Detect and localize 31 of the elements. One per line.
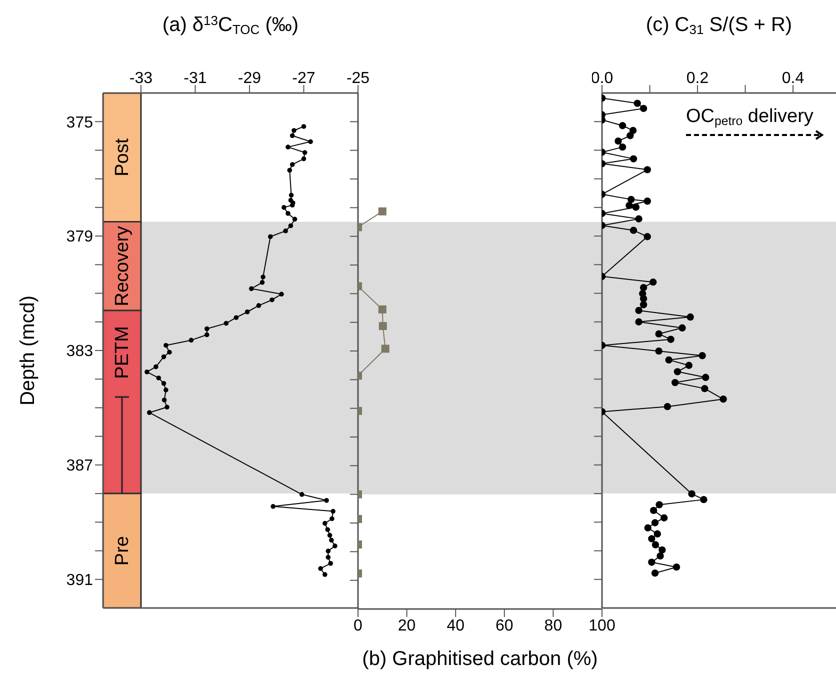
- x-tick-label: -29: [238, 70, 262, 87]
- y-tick-label: 379: [66, 228, 94, 246]
- x-tick-label: -25: [346, 70, 370, 87]
- band-label: PETM: [112, 326, 133, 379]
- x-tick-label: -27: [292, 70, 316, 87]
- x-tick-label: -31: [184, 70, 207, 87]
- x-tick-label: 0: [354, 617, 363, 634]
- point: [378, 207, 386, 216]
- band-label: Post: [112, 138, 133, 176]
- annotation: OC$_{petro}$ delivery: [686, 106, 814, 128]
- x-tick-label: 60: [496, 617, 514, 634]
- y-tick-label: 375: [66, 114, 94, 132]
- y-axis-title: Depth (mcd): [17, 295, 39, 406]
- band-label: Recovery: [112, 225, 133, 306]
- y-tick-label: 387: [66, 458, 94, 475]
- x-axis-title: (a) δ$^{13}$C$_{TOC}$ (‰): [162, 13, 299, 38]
- x-tick-label: 20: [398, 617, 416, 634]
- x-tick-label: 0.2: [686, 70, 709, 87]
- y-tick-label: 383: [66, 343, 94, 360]
- x-tick-label: 100: [588, 617, 616, 634]
- x-axis-title: (b) Graphitised carbon (%): [362, 648, 598, 670]
- point: [378, 305, 386, 314]
- x-tick-label: 80: [544, 617, 562, 634]
- x-axis-title: (c) C$_{31}$ S/(S + R): [646, 14, 792, 38]
- x-tick-label: -33: [129, 70, 153, 87]
- point: [381, 344, 390, 353]
- y-tick-label: 391: [66, 572, 94, 590]
- x-tick-label: 40: [446, 617, 465, 634]
- x-tick-label: 0.4: [782, 70, 804, 87]
- band-label: Pre: [112, 536, 133, 566]
- point: [378, 322, 387, 330]
